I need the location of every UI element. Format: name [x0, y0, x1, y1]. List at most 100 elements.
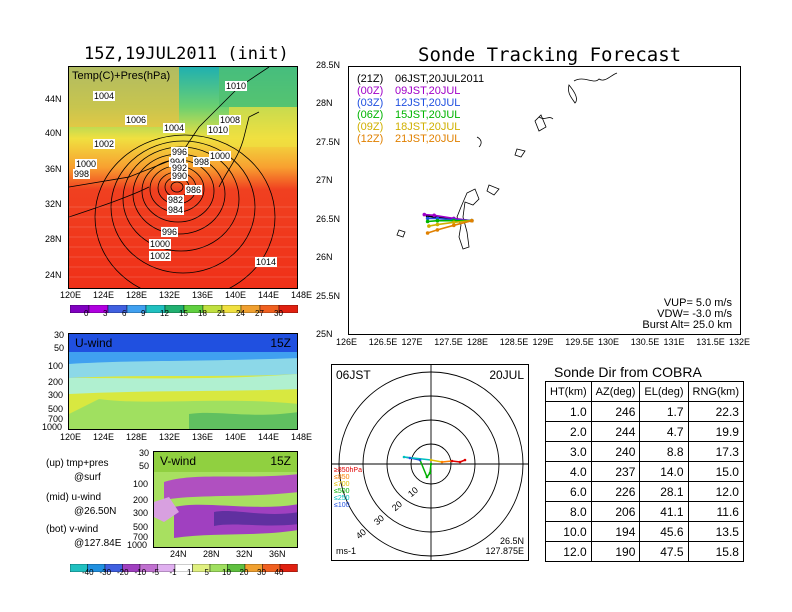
u-level-tick: 50 — [54, 343, 65, 353]
surface-lat-tick: 24N — [45, 270, 62, 280]
pressure-label: 1002 — [149, 251, 172, 261]
track-legend-time: 09JST,20JUL — [395, 85, 461, 97]
table-cell: 1.0 — [545, 401, 592, 422]
pressure-label: 996 — [171, 147, 189, 157]
table-cell: 237 — [590, 461, 641, 482]
u-level-tick: 700 — [48, 414, 64, 424]
table-row: 1.0 246 1.7 22.3 — [545, 401, 744, 422]
polar-level-label: ≤250 — [334, 495, 350, 502]
table-cell: 2.0 — [545, 421, 592, 442]
surface-map: Temp(C)+Pres(hPa) 1004 1006 1004 1010 1008 10… — [68, 66, 298, 289]
track-legend-code: (12Z) — [357, 133, 384, 145]
v-lat-tick: 36N — [269, 549, 286, 559]
table-cell: 15.8 — [687, 541, 744, 562]
temp-colorbar-label: 9 — [141, 309, 146, 318]
pressure-label: 982 — [167, 195, 185, 205]
track-param: VDW= -3.0 m/s — [657, 308, 732, 320]
pressure-label: 984 — [167, 205, 185, 215]
pressure-label: 1002 — [93, 139, 116, 149]
polar-trace-point — [418, 458, 422, 462]
u-lon-tick: 132E — [159, 432, 181, 442]
u-level-tick: 30 — [54, 330, 65, 340]
v-level-tick: 30 — [139, 448, 150, 458]
track-series-point — [435, 218, 440, 223]
track-legend-time: 06JST,20JUL2011 — [395, 73, 485, 85]
table-row: 12.0 190 47.5 15.8 — [545, 541, 744, 562]
table-header-cell: AZ(deg) — [590, 381, 641, 402]
track-legend-code: (06Z) — [357, 109, 384, 121]
temp-colorbar — [69, 300, 299, 314]
pressure-label: 996 — [161, 227, 179, 237]
track-lon-tick: 126.5E — [368, 337, 398, 347]
temp-colorbar-label: 6 — [122, 309, 127, 318]
temp-colorbar-label: 18 — [198, 309, 207, 318]
table-cell: 6.0 — [545, 481, 592, 502]
table-cell: 4.7 — [639, 421, 689, 442]
u-level-tick: 500 — [48, 404, 64, 414]
track-param: VUP= 5.0 m/s — [663, 297, 732, 309]
table-cell: 8.0 — [545, 501, 592, 522]
surface-lat-tick: 36N — [45, 164, 62, 174]
track-legend-time: 18JST,20JUL — [395, 121, 461, 133]
table-cell: 12.0 — [687, 481, 744, 502]
left-title: 15Z,19JUL2011 (init) — [84, 44, 289, 64]
wind-colorbar-label: -30 — [99, 568, 112, 577]
track-lon-tick: 127.5E — [434, 337, 463, 347]
track-lat-tick: 27N — [316, 175, 333, 186]
table-row: 2.0 244 4.7 19.9 — [545, 421, 744, 442]
note-text: @surf — [74, 472, 101, 483]
v-level-tick: 200 — [133, 495, 149, 505]
sonde-table: HT(km) AZ(deg) EL(deg) RNG(km) 1.0 246 1.7 22.… — [545, 381, 744, 562]
pressure-label: 990 — [171, 171, 189, 181]
pressure-label: 1004 — [163, 123, 186, 133]
track-lat-tick: 26N — [316, 252, 333, 263]
pressure-label: 1010 — [225, 81, 248, 91]
v-wind-panel: V-wind 15Z — [153, 451, 298, 548]
surface-lat-tick: 40N — [45, 128, 62, 138]
surface-lon-tick: 136E — [192, 290, 214, 300]
table-cell: 22.3 — [687, 401, 744, 422]
polar-trace-point — [450, 459, 454, 463]
table-cell: 19.9 — [687, 421, 744, 442]
track-legend-code: (21Z) — [357, 73, 384, 85]
track-series-point — [435, 222, 440, 227]
table-title: Sonde Dir from COBRA — [554, 364, 702, 380]
track-series-point — [425, 231, 430, 235]
table-cell: 17.3 — [687, 441, 744, 462]
v-level-tick: 500 — [133, 522, 149, 532]
u-level-tick: 200 — [48, 377, 64, 387]
track-lat-tick: 27.5N — [316, 136, 341, 147]
wind-colorbar-label: 1 — [187, 568, 192, 577]
track-series-point — [432, 213, 436, 218]
polar-trace-point — [425, 475, 429, 479]
pressure-label: 1014 — [255, 257, 278, 267]
u-lon-tick: 136E — [192, 432, 214, 442]
track-series-point — [425, 216, 430, 221]
note-text: (up) tmp+pres — [46, 458, 109, 469]
polar-trace-segment — [430, 459, 443, 463]
u-wind-time: 15Z — [270, 336, 291, 350]
track-lat-tick: 25N — [316, 329, 333, 339]
pressure-label: 1010 — [207, 125, 230, 135]
polar-trace-point — [429, 462, 433, 466]
pressure-label: 1004 — [93, 91, 116, 101]
temp-colorbar-label: 15 — [179, 309, 188, 318]
track-map: (21Z) 06JST,20JUL2011 (00Z) 09JST,20JUL (03Z… — [348, 66, 741, 335]
table-cell: 194 — [590, 521, 641, 542]
u-lon-tick: 120E — [60, 432, 82, 442]
temp-colorbar-label: 27 — [255, 309, 264, 318]
track-series-point — [452, 220, 456, 225]
polar-level-label: ≤850 — [334, 474, 350, 481]
temp-colorbar-label: 0 — [84, 309, 89, 318]
polar-svg — [332, 365, 528, 560]
polar-trace-point — [428, 471, 432, 475]
u-level-tick: 300 — [48, 390, 64, 400]
track-series-point — [427, 224, 431, 228]
table-cell: 15.0 — [687, 461, 744, 482]
track-lon-tick: 130.5E — [630, 337, 660, 347]
u-lon-tick: 140E — [225, 432, 247, 442]
table-cell: 11.6 — [687, 501, 744, 522]
polar-trace-point — [402, 455, 406, 459]
polar-trace-segment — [429, 463, 432, 474]
note-text: (mid) u-wind — [46, 492, 102, 503]
